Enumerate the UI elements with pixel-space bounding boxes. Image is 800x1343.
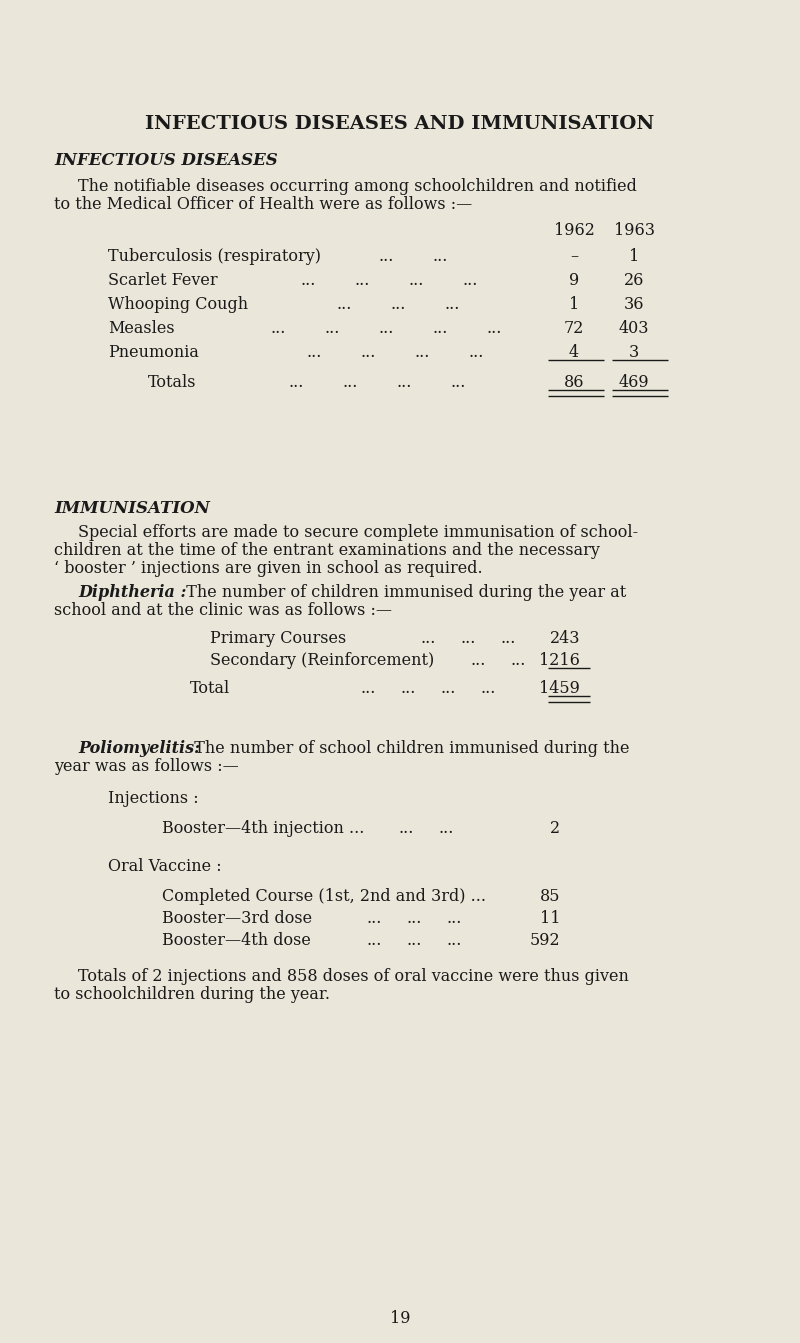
Text: ...: ... [408,273,423,289]
Text: Tuberculosis (respiratory): Tuberculosis (respiratory) [108,248,321,265]
Text: Special efforts are made to secure complete immunisation of school-: Special efforts are made to secure compl… [78,524,638,541]
Text: 403: 403 [618,320,650,337]
Text: 243: 243 [550,630,580,647]
Text: ...: ... [270,320,286,337]
Text: ...: ... [342,373,358,391]
Text: Booster—4th injection ...: Booster—4th injection ... [162,821,364,837]
Text: ...: ... [510,651,526,669]
Text: 1459: 1459 [539,680,580,697]
Text: 3: 3 [629,344,639,361]
Text: 1962: 1962 [554,222,594,239]
Text: Diphtheria :: Diphtheria : [78,584,186,602]
Text: INFECTIOUS DISEASES: INFECTIOUS DISEASES [54,152,278,169]
Text: ...: ... [336,295,351,313]
Text: ...: ... [324,320,339,337]
Text: to the Medical Officer of Health were as follows :—: to the Medical Officer of Health were as… [54,196,472,214]
Text: The number of school children immunised during the: The number of school children immunised … [184,740,630,757]
Text: Oral Vaccine :: Oral Vaccine : [108,858,222,876]
Text: Booster—4th dose: Booster—4th dose [162,932,311,950]
Text: ...: ... [406,932,422,950]
Text: ...: ... [306,344,322,361]
Text: The number of children immunised during the year at: The number of children immunised during … [176,584,626,602]
Text: 26: 26 [624,273,644,289]
Text: 2: 2 [550,821,560,837]
Text: ...: ... [470,651,486,669]
Text: ...: ... [300,273,315,289]
Text: Total: Total [190,680,230,697]
Text: ...: ... [450,373,466,391]
Text: Poliomyelitis:: Poliomyelitis: [78,740,200,757]
Text: 1216: 1216 [539,651,580,669]
Text: Completed Course (1st, 2nd and 3rd) ...: Completed Course (1st, 2nd and 3rd) ... [162,888,486,905]
Text: ...: ... [446,932,462,950]
Text: Primary Courses: Primary Courses [210,630,346,647]
Text: to schoolchildren during the year.: to schoolchildren during the year. [54,986,330,1003]
Text: year was as follows :—: year was as follows :— [54,757,238,775]
Text: INFECTIOUS DISEASES AND IMMUNISATION: INFECTIOUS DISEASES AND IMMUNISATION [146,115,654,133]
Text: ...: ... [460,630,475,647]
Text: ‘ booster ’ injections are given in school as required.: ‘ booster ’ injections are given in scho… [54,560,482,577]
Text: 9: 9 [569,273,579,289]
Text: ...: ... [462,273,478,289]
Text: ...: ... [468,344,483,361]
Text: Secondary (Reinforcement): Secondary (Reinforcement) [210,651,434,669]
Text: 469: 469 [618,373,650,391]
Text: ...: ... [438,821,454,837]
Text: ...: ... [480,680,495,697]
Text: 1963: 1963 [614,222,654,239]
Text: ...: ... [378,248,394,265]
Text: children at the time of the entrant examinations and the necessary: children at the time of the entrant exam… [54,543,600,559]
Text: Booster—3rd dose: Booster—3rd dose [162,911,312,927]
Text: Totals: Totals [148,373,197,391]
Text: IMMUNISATION: IMMUNISATION [54,500,210,517]
Text: 1: 1 [569,295,579,313]
Text: ...: ... [446,911,462,927]
Text: 11: 11 [539,911,560,927]
Text: 36: 36 [624,295,644,313]
Text: 4: 4 [569,344,579,361]
Text: ...: ... [360,680,375,697]
Text: –: – [570,248,578,265]
Text: 19: 19 [390,1309,410,1327]
Text: Totals of 2 injections and 858 doses of oral vaccine were thus given: Totals of 2 injections and 858 doses of … [78,968,629,984]
Text: ...: ... [398,821,414,837]
Text: ...: ... [414,344,430,361]
Text: ...: ... [390,295,406,313]
Text: ...: ... [366,932,382,950]
Text: 85: 85 [539,888,560,905]
Text: Whooping Cough: Whooping Cough [108,295,248,313]
Text: ...: ... [360,344,375,361]
Text: 1: 1 [629,248,639,265]
Text: 592: 592 [530,932,560,950]
Text: ...: ... [378,320,394,337]
Text: ...: ... [440,680,455,697]
Text: Measles: Measles [108,320,174,337]
Text: Injections :: Injections : [108,790,198,807]
Text: ...: ... [400,680,415,697]
Text: ...: ... [486,320,502,337]
Text: Pneumonia: Pneumonia [108,344,199,361]
Text: ...: ... [500,630,515,647]
Text: 86: 86 [564,373,584,391]
Text: The notifiable diseases occurring among schoolchildren and notified: The notifiable diseases occurring among … [78,179,637,195]
Text: ...: ... [406,911,422,927]
Text: ...: ... [366,911,382,927]
Text: 72: 72 [564,320,584,337]
Text: Scarlet Fever: Scarlet Fever [108,273,218,289]
Text: ...: ... [396,373,411,391]
Text: ...: ... [432,248,447,265]
Text: ...: ... [420,630,435,647]
Text: ...: ... [432,320,447,337]
Text: school and at the clinic was as follows :—: school and at the clinic was as follows … [54,602,392,619]
Text: ...: ... [354,273,370,289]
Text: ...: ... [288,373,303,391]
Text: ...: ... [444,295,459,313]
